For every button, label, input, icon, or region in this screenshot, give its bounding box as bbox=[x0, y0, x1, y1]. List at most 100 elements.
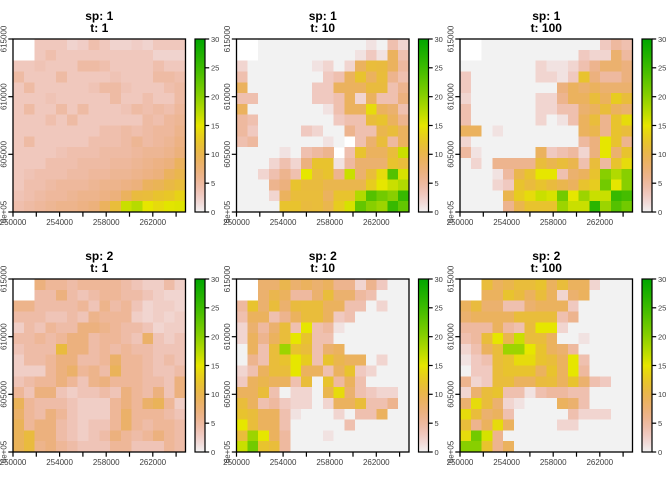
svg-text:610000: 610000 bbox=[0, 83, 9, 110]
svg-text:15: 15 bbox=[211, 361, 219, 370]
svg-text:6e+05: 6e+05 bbox=[223, 440, 232, 463]
svg-text:25: 25 bbox=[435, 64, 443, 73]
svg-text:615000: 615000 bbox=[223, 25, 232, 52]
svg-text:t: 1: t: 1 bbox=[90, 21, 108, 35]
svg-text:610000: 610000 bbox=[447, 83, 456, 110]
svg-text:20: 20 bbox=[211, 333, 219, 342]
svg-text:t: 10: t: 10 bbox=[310, 21, 335, 35]
svg-text:250000: 250000 bbox=[0, 218, 27, 227]
svg-text:25: 25 bbox=[435, 304, 443, 313]
svg-text:sp: 1: sp: 1 bbox=[532, 9, 560, 23]
svg-text:615000: 615000 bbox=[0, 25, 9, 52]
svg-text:605000: 605000 bbox=[447, 380, 456, 407]
svg-text:30: 30 bbox=[435, 35, 443, 44]
svg-text:262000: 262000 bbox=[586, 218, 613, 227]
svg-text:30: 30 bbox=[211, 35, 219, 44]
svg-text:0: 0 bbox=[211, 448, 215, 457]
svg-text:6e+05: 6e+05 bbox=[0, 440, 9, 463]
svg-text:258000: 258000 bbox=[93, 218, 120, 227]
svg-text:0: 0 bbox=[211, 208, 215, 217]
svg-text:258000: 258000 bbox=[93, 458, 120, 467]
svg-text:5: 5 bbox=[658, 419, 662, 428]
svg-text:254000: 254000 bbox=[46, 458, 73, 467]
svg-text:258000: 258000 bbox=[316, 458, 343, 467]
svg-text:15: 15 bbox=[435, 361, 443, 370]
svg-text:10: 10 bbox=[658, 390, 666, 399]
svg-text:10: 10 bbox=[435, 390, 443, 399]
svg-text:605000: 605000 bbox=[223, 380, 232, 407]
svg-text:615000: 615000 bbox=[223, 265, 232, 292]
svg-text:sp: 2: sp: 2 bbox=[85, 249, 113, 263]
svg-text:25: 25 bbox=[211, 64, 219, 73]
svg-text:6e+05: 6e+05 bbox=[0, 200, 9, 223]
svg-text:6e+05: 6e+05 bbox=[447, 200, 456, 223]
svg-text:t: 100: t: 100 bbox=[531, 21, 563, 35]
svg-text:610000: 610000 bbox=[223, 323, 232, 350]
svg-text:250000: 250000 bbox=[223, 218, 250, 227]
svg-text:610000: 610000 bbox=[447, 323, 456, 350]
svg-text:605000: 605000 bbox=[0, 380, 9, 407]
svg-text:5: 5 bbox=[658, 179, 662, 188]
svg-text:605000: 605000 bbox=[0, 140, 9, 167]
svg-text:250000: 250000 bbox=[447, 218, 474, 227]
svg-text:254000: 254000 bbox=[270, 458, 297, 467]
svg-text:15: 15 bbox=[435, 121, 443, 130]
svg-text:250000: 250000 bbox=[447, 458, 474, 467]
svg-text:262000: 262000 bbox=[586, 458, 613, 467]
svg-text:20: 20 bbox=[658, 333, 666, 342]
svg-text:15: 15 bbox=[658, 121, 666, 130]
svg-text:30: 30 bbox=[658, 275, 666, 284]
svg-text:610000: 610000 bbox=[223, 83, 232, 110]
svg-text:t: 100: t: 100 bbox=[531, 261, 563, 275]
svg-text:sp: 1: sp: 1 bbox=[85, 9, 113, 23]
svg-text:6e+05: 6e+05 bbox=[223, 200, 232, 223]
svg-text:sp: 2: sp: 2 bbox=[532, 249, 560, 263]
svg-text:30: 30 bbox=[435, 275, 443, 284]
svg-text:258000: 258000 bbox=[540, 458, 567, 467]
svg-text:262000: 262000 bbox=[363, 218, 390, 227]
svg-text:250000: 250000 bbox=[223, 458, 250, 467]
svg-text:615000: 615000 bbox=[0, 265, 9, 292]
svg-text:t: 10: t: 10 bbox=[310, 261, 335, 275]
svg-text:0: 0 bbox=[658, 448, 662, 457]
svg-text:262000: 262000 bbox=[363, 458, 390, 467]
svg-text:25: 25 bbox=[658, 304, 666, 313]
svg-text:30: 30 bbox=[658, 35, 666, 44]
svg-text:254000: 254000 bbox=[493, 458, 520, 467]
svg-text:20: 20 bbox=[435, 93, 443, 102]
svg-text:5: 5 bbox=[211, 419, 215, 428]
svg-text:6e+05: 6e+05 bbox=[447, 440, 456, 463]
svg-text:258000: 258000 bbox=[540, 218, 567, 227]
svg-text:sp: 1: sp: 1 bbox=[309, 9, 337, 23]
svg-text:20: 20 bbox=[435, 333, 443, 342]
svg-text:15: 15 bbox=[211, 121, 219, 130]
svg-text:254000: 254000 bbox=[270, 218, 297, 227]
svg-text:20: 20 bbox=[211, 93, 219, 102]
svg-text:10: 10 bbox=[658, 150, 666, 159]
svg-text:0: 0 bbox=[435, 208, 439, 217]
svg-text:30: 30 bbox=[211, 275, 219, 284]
svg-text:10: 10 bbox=[211, 390, 219, 399]
svg-text:10: 10 bbox=[211, 150, 219, 159]
svg-text:0: 0 bbox=[658, 208, 662, 217]
svg-text:25: 25 bbox=[658, 64, 666, 73]
svg-text:25: 25 bbox=[211, 304, 219, 313]
svg-text:262000: 262000 bbox=[139, 458, 166, 467]
svg-text:610000: 610000 bbox=[0, 323, 9, 350]
svg-text:615000: 615000 bbox=[447, 25, 456, 52]
svg-text:sp: 2: sp: 2 bbox=[309, 249, 337, 263]
svg-text:t: 1: t: 1 bbox=[90, 261, 108, 275]
svg-text:615000: 615000 bbox=[447, 265, 456, 292]
svg-text:250000: 250000 bbox=[0, 458, 27, 467]
svg-text:254000: 254000 bbox=[493, 218, 520, 227]
svg-text:20: 20 bbox=[658, 93, 666, 102]
svg-text:258000: 258000 bbox=[316, 218, 343, 227]
svg-text:605000: 605000 bbox=[223, 140, 232, 167]
svg-text:605000: 605000 bbox=[447, 140, 456, 167]
svg-text:254000: 254000 bbox=[46, 218, 73, 227]
svg-text:262000: 262000 bbox=[139, 218, 166, 227]
svg-text:15: 15 bbox=[658, 361, 666, 370]
svg-text:5: 5 bbox=[211, 179, 215, 188]
svg-text:5: 5 bbox=[435, 419, 439, 428]
svg-text:5: 5 bbox=[435, 179, 439, 188]
